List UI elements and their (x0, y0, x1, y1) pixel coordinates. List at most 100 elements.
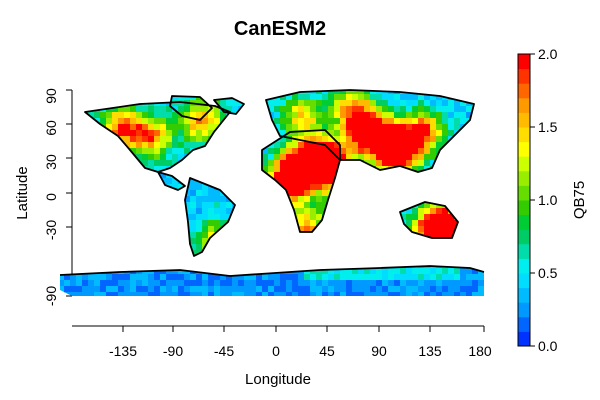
field-cell (118, 184, 125, 191)
field-cell (328, 100, 335, 107)
field-cell (76, 118, 83, 125)
field-cell (316, 184, 323, 191)
field-cell (436, 124, 443, 131)
field-cell (364, 292, 371, 296)
field-cell (94, 112, 101, 119)
field-cell (304, 262, 311, 269)
field-cell (154, 256, 161, 263)
field-cell (364, 112, 371, 119)
field-cell (424, 154, 431, 161)
field-cell (178, 190, 185, 197)
colorbar-swatch (518, 170, 530, 186)
field-cell (448, 280, 455, 287)
field-cell (388, 226, 395, 233)
field-cell (118, 90, 125, 95)
field-cell (118, 220, 125, 227)
field-cell (124, 118, 131, 125)
field-cell (70, 154, 77, 161)
field-cell (436, 274, 443, 281)
field-cell (208, 118, 215, 125)
field-cell (436, 142, 443, 149)
field-cell (376, 232, 383, 239)
field-cell (238, 226, 245, 233)
field-cell (436, 208, 443, 215)
field-cell (124, 292, 131, 296)
field-cell (202, 148, 209, 155)
field-cell (268, 166, 275, 173)
field-cell (94, 160, 101, 167)
field-cell (346, 250, 353, 257)
field-cell (376, 280, 383, 287)
field-cell (256, 178, 263, 185)
field-cell (376, 106, 383, 113)
field-cell (256, 250, 263, 257)
field-cell (64, 142, 71, 149)
field-cell (418, 202, 425, 209)
field-cell (436, 286, 443, 293)
field-cell (388, 280, 395, 287)
field-cell (208, 202, 215, 209)
field-cell (304, 148, 311, 155)
field-cell (208, 244, 215, 251)
field-cell (376, 124, 383, 131)
field-cell (298, 238, 305, 245)
field-cell (70, 262, 77, 269)
field-cell (448, 130, 455, 137)
field-cell (106, 148, 113, 155)
field-cell (298, 250, 305, 257)
field-cell (274, 112, 281, 119)
field-cell (460, 90, 467, 95)
field-cell (220, 184, 227, 191)
field-cell (484, 292, 491, 299)
field-cell (124, 202, 131, 209)
field-cell (310, 142, 317, 149)
field-cell (112, 238, 119, 245)
field-cell (454, 286, 461, 293)
field-cell (256, 256, 263, 263)
field-cell (232, 160, 239, 167)
field-cell (340, 256, 347, 263)
field-cell (82, 256, 89, 263)
field-cell (112, 196, 119, 203)
field-cell (136, 112, 143, 119)
field-cell (100, 292, 107, 296)
field-cell (202, 274, 209, 281)
field-cell (76, 136, 83, 143)
field-cell (256, 202, 263, 209)
field-cell (82, 90, 89, 95)
field-cell (472, 214, 479, 221)
field-cell (370, 268, 377, 275)
field-cell (148, 124, 155, 131)
field-cell (106, 166, 113, 173)
field-cell (304, 178, 311, 185)
field-cell (454, 232, 461, 239)
field-cell (352, 202, 359, 209)
field-cell (328, 202, 335, 209)
field-cell (250, 274, 257, 281)
field-cell (136, 196, 143, 203)
field-cell (136, 226, 143, 233)
field-cell (442, 286, 449, 293)
field-cell (136, 172, 143, 179)
field-cell (274, 292, 281, 296)
field-cell (154, 148, 161, 155)
field-cell (82, 250, 89, 257)
field-cell (226, 202, 233, 209)
field-cell (334, 130, 341, 137)
field-cell (184, 112, 191, 119)
field-cell (100, 112, 107, 119)
field-cell (478, 178, 484, 185)
field-cell (274, 154, 281, 161)
field-cell (364, 184, 371, 191)
field-cell (88, 94, 95, 101)
field-cell (340, 178, 347, 185)
field-cell (382, 268, 389, 275)
field-cell (250, 112, 257, 119)
field-cell (442, 274, 449, 281)
field-cell (178, 244, 185, 251)
field-cell (406, 100, 413, 107)
field-cell (304, 190, 311, 197)
field-cell (304, 172, 311, 179)
field-cell (310, 112, 317, 119)
field-cell (142, 274, 149, 281)
